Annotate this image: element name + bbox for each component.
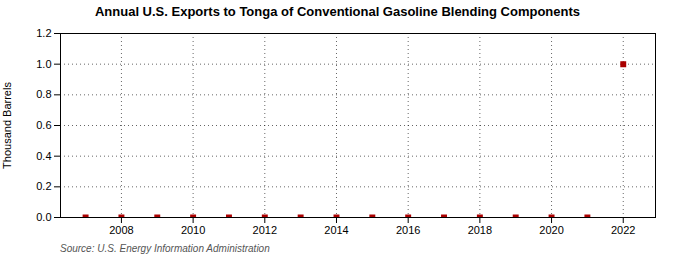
svg-text:2018: 2018 [468,224,492,236]
svg-text:2010: 2010 [181,224,205,236]
svg-text:0.6: 0.6 [36,119,51,131]
svg-text:2012: 2012 [253,224,277,236]
svg-text:2020: 2020 [539,224,563,236]
svg-text:2022: 2022 [611,224,635,236]
svg-text:1.0: 1.0 [36,58,51,70]
svg-text:2016: 2016 [396,224,420,236]
svg-text:Thousand Barrels: Thousand Barrels [1,82,13,169]
svg-text:2014: 2014 [324,224,348,236]
svg-text:0.8: 0.8 [36,88,51,100]
svg-text:0.0: 0.0 [36,211,51,223]
svg-text:2008: 2008 [109,224,133,236]
html-text:Annual U.S. Exports to Tonga o: Annual U.S. Exports to Tonga of Conventi… [94,4,580,19]
svg-text:0.4: 0.4 [36,150,51,162]
svg-text:0.2: 0.2 [36,180,51,192]
html-text:Source: U.S. Energy Informatio: Source: U.S. Energy Information Administ… [60,243,270,254]
svg-text:1.2: 1.2 [36,27,51,39]
